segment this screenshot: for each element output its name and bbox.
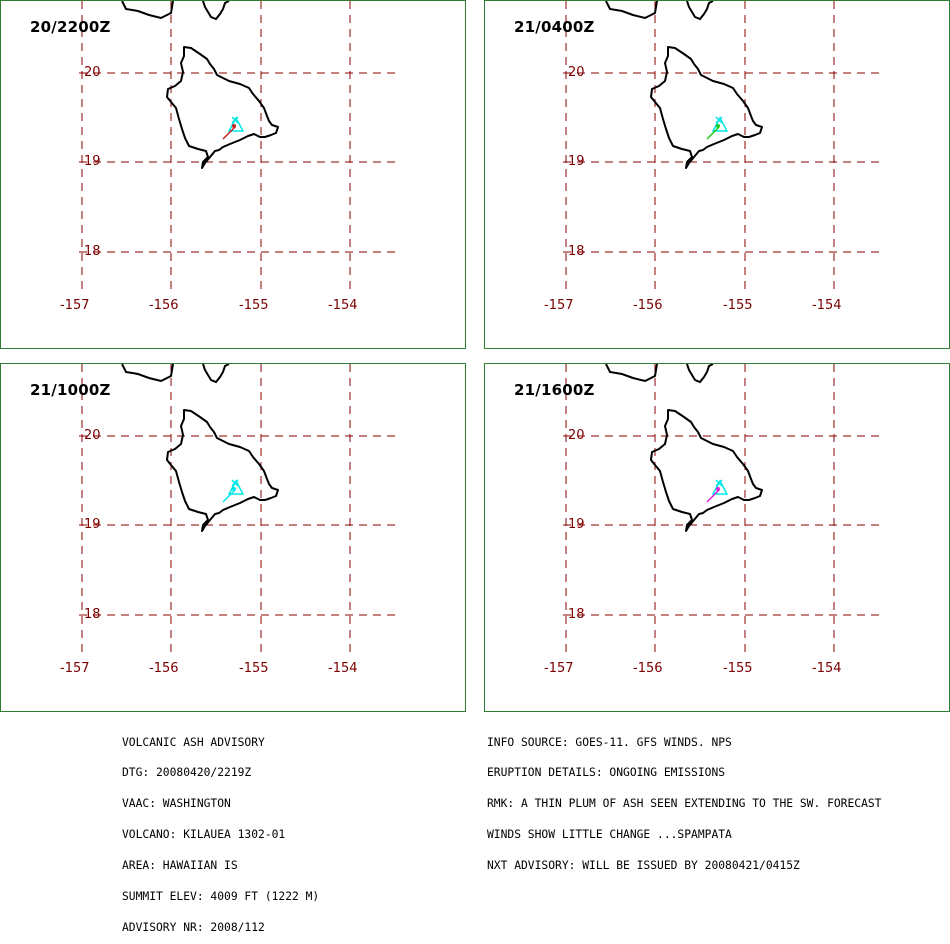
advisory-line: VOLCANO: KILAUEA 1302-01 (122, 828, 286, 842)
big-island-coastline (166, 46, 279, 169)
lat-label-19: 19 (84, 154, 101, 169)
lon-label-156: -156 (149, 298, 179, 313)
ash-plume-dot (716, 124, 720, 128)
map-canvas (563, 1, 880, 291)
lat-label-20: 20 (568, 428, 585, 443)
ash-source-triangle (711, 116, 729, 132)
ash-source-triangle (227, 116, 245, 132)
map-canvas (79, 364, 396, 654)
advisory-line: INFO SOURCE: GOES-11. GFS WINDS. NPS (487, 735, 732, 749)
advisory-line: WINDS SHOW LITTLE CHANGE ...SPAMPATA (487, 828, 732, 842)
ash-plume-dot (716, 487, 720, 491)
maui-coastline (121, 1, 174, 20)
advisory-line: SUMMIT ELEV: 4009 FT (1222 M) (122, 890, 320, 904)
ash-plume-line (706, 489, 720, 503)
maui-coastline (605, 1, 658, 20)
ash-plume-dot (232, 124, 236, 128)
lat-label-20: 20 (568, 65, 585, 80)
forecast-panel: 21/1000Z 20 19 18 -157 -156 -155 -154 (0, 363, 466, 712)
lat-label-18: 18 (84, 244, 101, 259)
advisory-details-text: INFO SOURCE: GOES-11. GFS WINDS. NPS ERU… (487, 717, 881, 882)
advisory-line: ERUPTION DETAILS: ONGOING EMISSIONS (487, 766, 726, 780)
map-canvas (563, 364, 880, 654)
ash-plume-dot (232, 487, 236, 491)
ash-source-triangle (227, 479, 245, 495)
lon-label-157: -157 (544, 661, 574, 676)
kahoolawe-coastline (202, 1, 230, 21)
lon-label-155: -155 (723, 298, 753, 313)
lat-label-19: 19 (84, 517, 101, 532)
ash-plume-line (222, 489, 236, 503)
kahoolawe-coastline (686, 1, 714, 21)
lat-label-19: 19 (568, 154, 585, 169)
forecast-panel: 21/0400Z 20 19 18 -157 -156 -155 -154 (484, 0, 950, 349)
ash-plume-line (222, 126, 236, 140)
lat-label-18: 18 (568, 607, 585, 622)
advisory-line: VAAC: WASHINGTON (122, 797, 231, 811)
kahoolawe-coastline (202, 364, 230, 384)
lon-label-156: -156 (149, 661, 179, 676)
lon-label-155: -155 (239, 298, 269, 313)
volcano-x-marker (715, 479, 723, 487)
advisory-line: NXT ADVISORY: WILL BE ISSUED BY 20080421… (487, 859, 800, 873)
forecast-panel: 21/1600Z 20 19 18 -157 -156 -155 -154 (484, 363, 950, 712)
lat-label-20: 20 (84, 65, 101, 80)
lon-label-154: -154 (812, 298, 842, 313)
advisory-line: AREA: HAWAIIAN IS (122, 859, 238, 873)
big-island-coastline (650, 409, 763, 532)
ash-source-triangle (711, 479, 729, 495)
lon-label-157: -157 (60, 298, 90, 313)
advisory-line: ADVISORY NR: 2008/112 (122, 920, 265, 934)
map-canvas (79, 1, 396, 291)
lat-label-20: 20 (84, 428, 101, 443)
maui-coastline (121, 364, 174, 383)
lon-label-154: -154 (328, 298, 358, 313)
maui-coastline (605, 364, 658, 383)
forecast-time-label: 21/1600Z (514, 381, 595, 399)
lon-label-157: -157 (60, 661, 90, 676)
lon-label-155: -155 (723, 661, 753, 676)
lon-label-156: -156 (633, 661, 663, 676)
lon-label-156: -156 (633, 298, 663, 313)
big-island-coastline (166, 409, 279, 532)
lon-label-155: -155 (239, 661, 269, 676)
lon-label-154: -154 (328, 661, 358, 676)
forecast-time-label: 20/2200Z (30, 18, 111, 36)
ash-plume-line (706, 126, 720, 140)
volcano-x-marker (715, 116, 723, 124)
advisory-line: VOLCANIC ASH ADVISORY (122, 735, 265, 749)
volcano-x-marker (231, 479, 239, 487)
advisory-line: RMK: A THIN PLUM OF ASH SEEN EXTENDING T… (487, 797, 882, 811)
kahoolawe-coastline (686, 364, 714, 384)
forecast-time-label: 21/0400Z (514, 18, 595, 36)
lat-label-19: 19 (568, 517, 585, 532)
forecast-panel: 20/2200Z 20 19 18 -157 -156 -155 -154 (0, 0, 466, 349)
lon-label-154: -154 (812, 661, 842, 676)
lat-label-18: 18 (84, 607, 101, 622)
advisory-line: DTG: 20080420/2219Z (122, 766, 252, 780)
big-island-coastline (650, 46, 763, 169)
volcano-x-marker (231, 116, 239, 124)
lat-label-18: 18 (568, 244, 585, 259)
lon-label-157: -157 (544, 298, 574, 313)
forecast-time-label: 21/1000Z (30, 381, 111, 399)
advisory-header-text: VOLCANIC ASH ADVISORY DTG: 20080420/2219… (122, 717, 319, 944)
